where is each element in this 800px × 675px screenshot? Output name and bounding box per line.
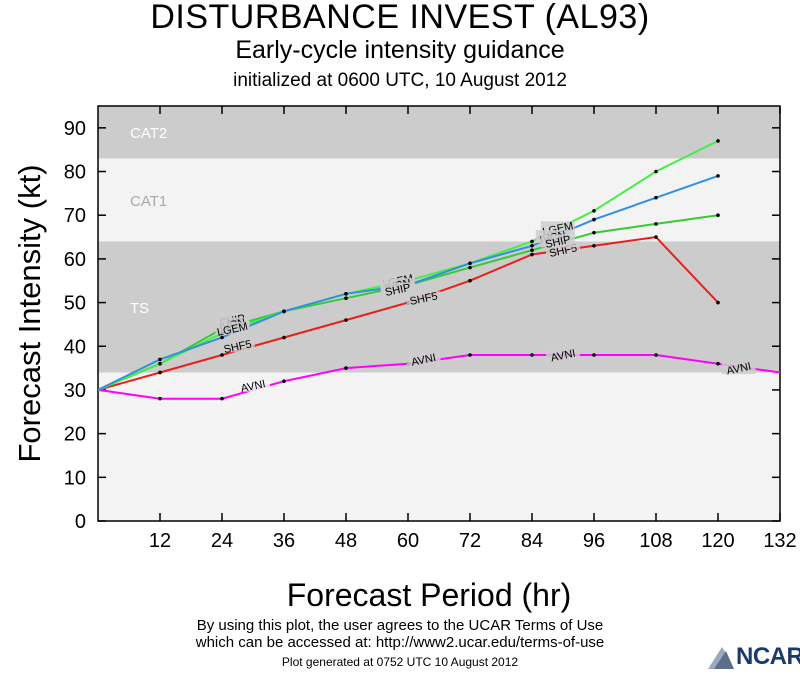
data-point-avni (654, 353, 658, 357)
series-label-ship: SHIP (540, 234, 575, 251)
x-axis-label: Forecast Period (hr) (287, 577, 572, 613)
data-point-shf5 (344, 318, 348, 322)
series-label-avni: AVNI (406, 352, 441, 369)
x-tick-label: 120 (701, 530, 734, 552)
series-label-text: SHF5 (223, 338, 253, 356)
x-tick-label: 108 (639, 530, 672, 552)
ncar-logo-icon (708, 647, 734, 669)
y-tick-label: 30 (64, 380, 86, 402)
y-tick-label: 0 (75, 511, 86, 533)
series-label-text: SHIP (384, 282, 412, 299)
data-point-avni (592, 353, 596, 357)
x-tick-label: 24 (211, 530, 233, 552)
init-time: initialized at 0600 UTC, 10 August 2012 (233, 70, 567, 91)
band-label-cat1: CAT1 (130, 193, 167, 210)
y-tick-label: 20 (64, 424, 86, 446)
x-tick-label: 36 (273, 530, 295, 552)
ncar-logo: NCAR (706, 643, 800, 670)
data-point-avni (158, 396, 162, 401)
series-label-ship: SHIP (380, 282, 415, 299)
y-tick-label: 90 (64, 118, 86, 140)
series-label-lgem: LGEM (215, 321, 250, 339)
series-label-text: SHF5 (409, 290, 439, 308)
data-point-ship (654, 222, 658, 226)
data-point-ivcn (468, 261, 472, 266)
y-tick-label: 70 (64, 205, 86, 227)
data-point-ship (716, 213, 720, 218)
series-label-text: AVNI (550, 348, 577, 365)
data-point-ivcn (654, 195, 658, 200)
data-point-shf5 (716, 300, 720, 305)
plot-frame (97, 105, 781, 522)
data-point-ivcn (158, 357, 162, 362)
x-tick-label: 132 (763, 530, 796, 552)
data-point-shf5 (654, 235, 658, 239)
band-cat1 (98, 158, 780, 242)
generated-time: Plot generated at 0752 UTC 10 August 201… (281, 655, 519, 669)
data-point-lgem (716, 139, 720, 143)
terms-line-2: which can be accessed at: http://www2.uc… (195, 634, 605, 651)
data-point-shf5 (530, 252, 534, 257)
series-label-text: AVNI (410, 352, 437, 369)
data-point-shf5 (282, 335, 286, 340)
series-label-text: AVNI (240, 378, 267, 395)
ncar-logo-text: NCAR (736, 643, 800, 670)
series-label-text: SHIP (544, 234, 572, 251)
data-point-shf5 (592, 243, 596, 248)
data-point-lgem (158, 361, 162, 366)
data-point-avni (220, 396, 224, 401)
band-ts (98, 241, 780, 373)
series-label-avni: AVNI (546, 348, 580, 365)
x-tick-label: 48 (335, 530, 357, 552)
terms-line-1: By using this plot, the user agrees to t… (196, 617, 604, 634)
data-point-ivcn (592, 217, 596, 222)
x-tick-label: 96 (583, 530, 605, 552)
data-point-ivcn (530, 243, 534, 248)
data-point-ship (344, 296, 348, 301)
data-point-lgem (592, 209, 596, 213)
data-point-avni (716, 361, 720, 366)
band-cat2 (98, 106, 780, 159)
x-tick-label: 84 (521, 530, 543, 552)
y-tick-label: 40 (64, 336, 86, 358)
x-tick-label: 72 (459, 530, 481, 552)
series-label-avni: AVNI (721, 361, 756, 378)
data-point-ivcn (716, 174, 720, 178)
y-tick-label: 60 (64, 249, 86, 271)
band-label-ts: TS (130, 300, 149, 317)
y-tick-label: 80 (64, 162, 86, 184)
data-point-avni (468, 353, 472, 357)
series-label-shf5: SHF5 (406, 290, 441, 308)
data-point-lgem (530, 239, 534, 244)
data-point-avni (530, 353, 534, 357)
data-point-ivcn (220, 335, 224, 340)
chart-subtitle: Early-cycle intensity guidance (235, 36, 565, 64)
data-point-lgem (654, 169, 658, 174)
series-label-shf5: SHF5 (220, 338, 255, 356)
series-label-avni: AVNI (236, 378, 270, 395)
y-tick-label: 50 (64, 293, 86, 315)
data-point-ivcn (282, 309, 286, 314)
band-label-cat2: CAT2 (130, 125, 167, 142)
data-point-avni (282, 379, 286, 384)
y-tick-label: 10 (64, 467, 86, 489)
x-tick-label: 60 (397, 530, 419, 552)
data-point-shf5 (220, 353, 224, 357)
data-point-avni (344, 366, 348, 370)
series-label-text: AVNI (725, 361, 752, 378)
data-point-shf5 (158, 370, 162, 375)
chart-title: DISTURBANCE INVEST (AL93) (150, 0, 650, 36)
data-point-ship (468, 265, 472, 270)
data-point-ship (592, 230, 596, 235)
data-point-ship (530, 248, 534, 252)
data-point-ivcn (344, 292, 348, 296)
y-axis-label: Forecast Intensity (kt) (12, 164, 47, 462)
x-tick-label: 12 (149, 530, 171, 552)
data-point-shf5 (468, 278, 472, 283)
